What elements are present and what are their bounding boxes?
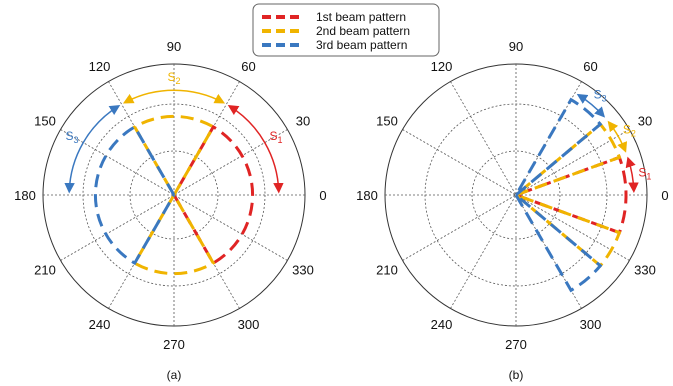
angle-tick-label: 90	[509, 39, 523, 54]
sector-label-letter: S	[623, 123, 631, 137]
sector-arrow-s1	[625, 156, 639, 193]
angle-tick-label: 60	[241, 59, 255, 74]
legend-label-2: 2nd beam pattern	[316, 24, 410, 38]
angle-tick-labels: 0 30 60 90 120 150 180 210 240 270 300 330	[356, 39, 668, 352]
beam-pattern-2nd	[515, 193, 622, 268]
sector-label-subscript: 1	[278, 135, 283, 145]
sector-label-letter: S	[167, 70, 175, 84]
beam-pattern-3rd	[514, 193, 603, 293]
angle-tick-label: 90	[167, 39, 181, 54]
sector-label-subscript: 3	[602, 94, 607, 104]
angle-tick-labels: 0 30 60 90 120 150 180 210 240 270 300 330	[14, 39, 326, 352]
sector-label-s2: S2	[623, 123, 636, 139]
sector-label-letter: S	[65, 129, 73, 143]
angle-tick-label: 0	[319, 188, 326, 203]
sector-label-subscript: 3	[73, 135, 78, 145]
angle-tick-label: 210	[376, 263, 398, 278]
grid-circle-inner	[471, 150, 561, 240]
angle-tick-label: 270	[163, 337, 185, 352]
angle-tick-label: 30	[638, 114, 652, 129]
beam-pattern-2nd	[515, 122, 622, 197]
angle-tick-label: 180	[356, 188, 378, 203]
angle-tick-label: 120	[89, 59, 111, 74]
sector-label-s3: S3	[594, 88, 607, 104]
angle-tick-label: 30	[296, 114, 310, 129]
sector-label-subscript: 2	[176, 76, 181, 86]
sector-label-s1: S1	[270, 129, 283, 145]
beam-pattern-2nd	[132, 114, 216, 196]
beam-pattern-3rd	[93, 124, 176, 266]
legend: 1st beam pattern 2nd beam pattern 3rd be…	[252, 3, 440, 57]
sector-label-letter: S	[594, 88, 602, 102]
sector-label-s1: S1	[638, 165, 651, 181]
angle-tick-label: 300	[580, 317, 602, 332]
sector-label-s3: S3	[65, 129, 78, 145]
angle-tick-label: 330	[292, 263, 314, 278]
angle-tick-label: 60	[583, 59, 597, 74]
angle-tick-label: 330	[634, 263, 656, 278]
sector-arrow-s2	[122, 89, 226, 104]
sector-label-subscript: 2	[631, 129, 636, 139]
angle-tick-label: 300	[238, 317, 260, 332]
sector-arrow-s1	[227, 105, 284, 194]
angle-tick-label: 180	[14, 188, 36, 203]
sector-label-s2: S2	[167, 70, 180, 86]
panel-label-a: (a)	[167, 368, 182, 382]
legend-label-1: 1st beam pattern	[316, 10, 406, 24]
beam-pattern-2nd	[132, 194, 216, 276]
panel-label-b: (b)	[509, 368, 524, 382]
angle-tick-label: 150	[376, 114, 398, 129]
sector-label-letter: S	[638, 165, 646, 179]
angle-tick-label: 0	[661, 188, 668, 203]
beam-series	[93, 114, 255, 276]
legend-label-3: 3rd beam pattern	[316, 38, 407, 52]
angle-tick-label: 150	[34, 114, 56, 129]
sector-arrow-s3	[576, 93, 606, 118]
angle-tick-label: 210	[34, 263, 56, 278]
sector-label-letter: S	[270, 129, 278, 143]
sector-label-subscript: 1	[646, 171, 651, 181]
sector-arrow-s3	[64, 105, 121, 194]
beam-pattern-1st	[172, 124, 255, 266]
legend-box	[252, 3, 440, 57]
grid-circle-inner	[129, 150, 219, 240]
angle-tick-label: 240	[89, 317, 111, 332]
sector-arrow-s2	[607, 120, 628, 153]
angle-tick-label: 120	[431, 59, 453, 74]
angle-tick-label: 240	[431, 317, 453, 332]
angle-tick-label: 270	[505, 337, 527, 352]
